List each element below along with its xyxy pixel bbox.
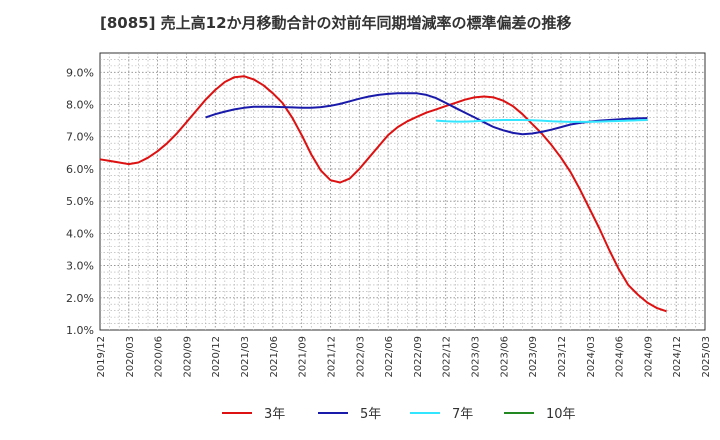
y-tick-label: 8.0% (66, 99, 94, 112)
plot-frame (99, 52, 706, 331)
x-tick-label: 2022/06 (384, 336, 395, 378)
x-tick-label: 2025/03 (701, 336, 712, 378)
x-tick-label: 2023/09 (528, 336, 539, 378)
legend-label: 10年 (546, 407, 576, 422)
legend-label: 3年 (264, 407, 285, 422)
x-tick-label: 2019/12 (96, 336, 107, 378)
x-tick-label: 2024/06 (615, 336, 626, 378)
y-tick-label: 5.0% (66, 195, 94, 208)
x-tick-label: 2022/03 (355, 336, 366, 378)
axes: 1.0% 2.0% 3.0% 4.0% 5.0% 6.0% 7.0% 8.0% 9.0% 2019… (66, 66, 712, 377)
x-tick-label: 2021/03 (240, 336, 251, 378)
x-tick-label: 2021/06 (269, 336, 280, 378)
x-tick-label: 2024/12 (672, 336, 683, 378)
y-tick-label: 6.0% (66, 163, 94, 176)
series-line-1 (99, 75, 667, 313)
x-tick-label: 2023/06 (499, 336, 510, 378)
y-tick-label: 2.0% (66, 292, 94, 305)
x-tick-label: 2024/09 (643, 336, 654, 378)
series-line-3 (436, 119, 648, 123)
x-tick-label: 2022/12 (442, 336, 453, 378)
y-tick-label: 7.0% (66, 131, 94, 144)
x-tick-label: 2020/09 (182, 336, 193, 378)
series-lines (99, 75, 667, 313)
x-tick-label: 2021/12 (326, 336, 337, 378)
x-tick-label: 2024/03 (586, 336, 597, 378)
x-tick-label: 2020/03 (125, 336, 136, 378)
chart-title: [8085] 売上高12か月移動合計の対前年同期増減率の標準偏差の推移 (100, 14, 572, 32)
x-tick-label: 2020/12 (211, 336, 222, 378)
legend-label: 5年 (360, 407, 381, 422)
x-tick-label: 2022/09 (413, 336, 424, 378)
grid (99, 52, 706, 331)
legend-label: 7年 (452, 407, 473, 422)
y-tick-label: 3.0% (66, 260, 94, 273)
y-tick-label: 9.0% (66, 66, 94, 79)
x-tick-label: 2023/03 (471, 336, 482, 378)
x-tick-label: 2020/06 (154, 336, 165, 378)
x-tick-label: 2023/12 (557, 336, 568, 378)
x-tick-label: 2021/09 (298, 336, 309, 378)
y-tick-label: 1.0% (66, 324, 94, 337)
y-tick-label: 4.0% (66, 227, 94, 240)
legend: 3年 5年 7年 10年 (222, 407, 576, 422)
series-line-2 (205, 92, 648, 136)
